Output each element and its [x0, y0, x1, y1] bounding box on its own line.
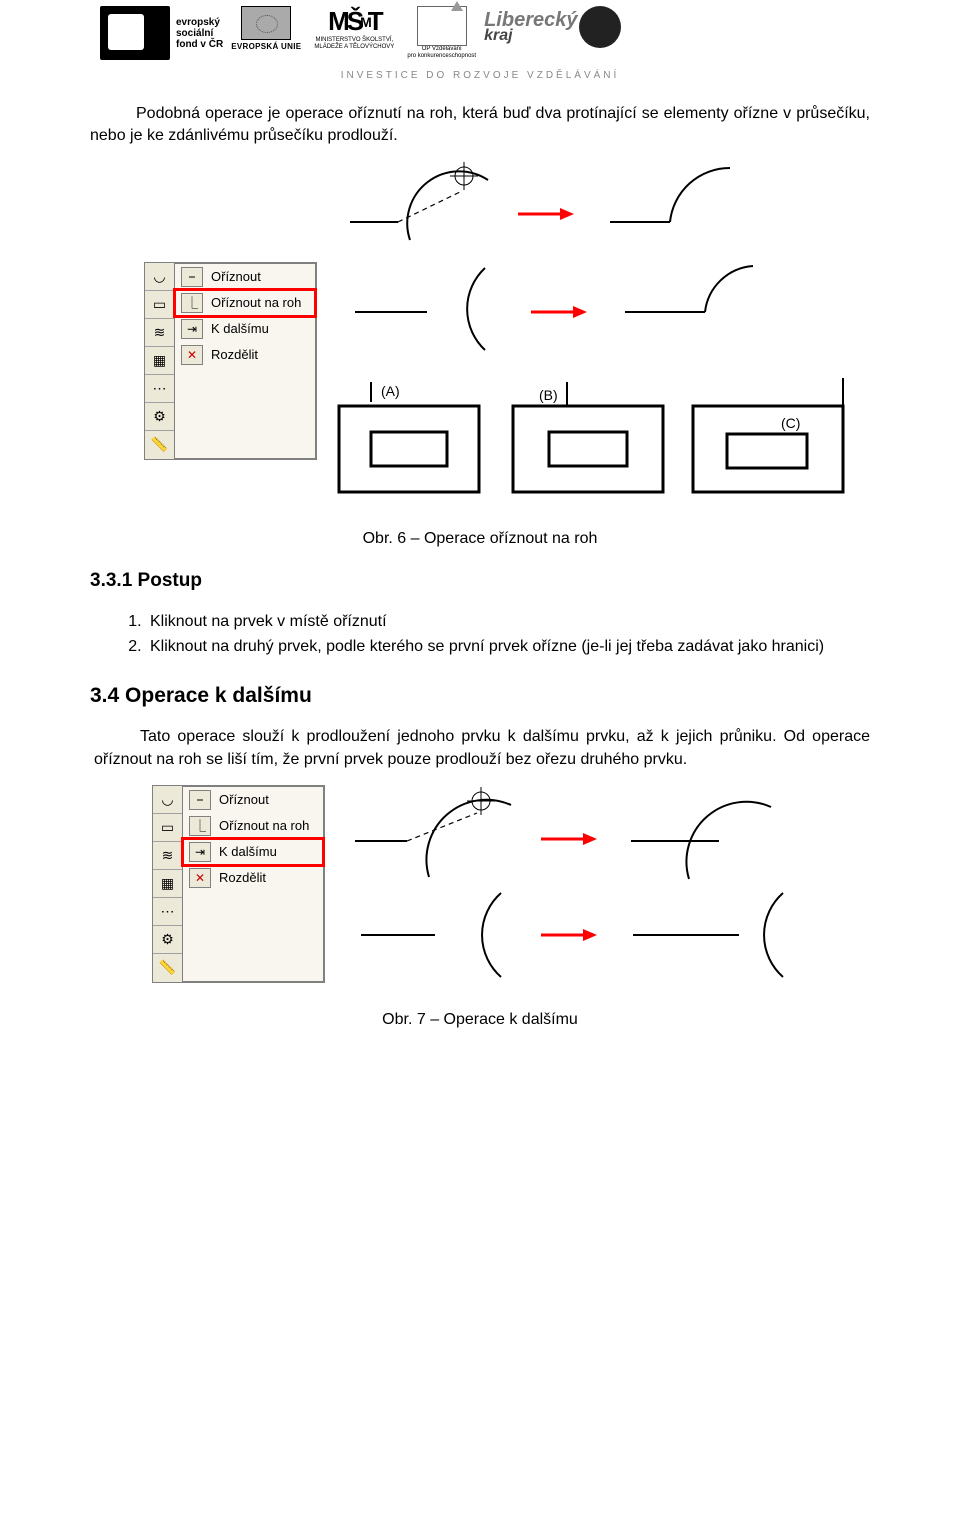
diagram-arc-trim-1 [350, 162, 850, 252]
figure-6-top-diagrams [350, 162, 870, 252]
trim-corner-icon: ⎿ [181, 293, 203, 313]
toolbar-btn-3[interactable]: ▦ [153, 870, 182, 898]
toolbar-btn-0[interactable]: ◡ [145, 263, 174, 291]
popup-label: Oříznout na roh [219, 818, 309, 833]
toolbar-btn-1[interactable]: ▭ [153, 814, 182, 842]
toolbar-btn-1[interactable]: ▭ [145, 291, 174, 319]
paragraph-1-text: Podobná operace je operace oříznutí na r… [90, 105, 870, 144]
popup-item-oriznout-na-roh[interactable]: ⎿ Oříznout na roh [183, 813, 323, 839]
paragraph-1: Podobná operace je operace oříznutí na r… [90, 103, 870, 148]
figure-6-toolbox-and-panel: ◡ ▭ ≋ ▦ ⋯ ⚙ 📏 ⎯ Oříznout ⎿ Oříznout na r [144, 262, 870, 504]
popup-item-oriznout[interactable]: ⎯ Oříznout [183, 787, 323, 813]
extend-icon: ⇥ [189, 842, 211, 862]
diagram-arc-trim-2 [335, 262, 835, 356]
toolbar-btn-5[interactable]: ⚙ [145, 403, 174, 431]
panel-label-A: (A) [381, 383, 400, 399]
toolbar-btn-6[interactable]: 📏 [153, 954, 182, 982]
popup-item-oriznout-na-roh[interactable]: ⎿ Oříznout na roh [175, 290, 315, 316]
paragraph-2-text: Tato operace slouží k prodloužení jednoh… [94, 728, 870, 767]
heading-operace-k-dalsimu: 3.4 Operace k dalšímu [90, 684, 870, 708]
step-2: Kliknout na druhý prvek, podle kterého s… [146, 635, 870, 658]
toolbar-btn-5[interactable]: ⚙ [153, 926, 182, 954]
msmt-logo: MŠMT [328, 6, 381, 37]
header-logos: evropský sociální fond v ČR EVROPSKÁ UNI… [100, 0, 870, 60]
op-caption: OP Vzdělávání pro konkurenceschopnost [407, 46, 476, 59]
toolbar-btn-4[interactable]: ⋯ [145, 375, 174, 403]
popup-label: Rozdělit [211, 347, 258, 362]
esf-logo [100, 6, 170, 60]
popup-label: Oříznout [219, 792, 269, 807]
popup-item-k-dalsimu[interactable]: ⇥ K dalšímu [183, 839, 323, 865]
diagram-panels-ABC: (A) (B) (C) [335, 374, 855, 504]
popup-label: Oříznout [211, 269, 261, 284]
toolbar-btn-6[interactable]: 📏 [145, 431, 174, 459]
liberecky-kraj-logo: Liberecký kraj [484, 6, 621, 48]
op-logo [417, 6, 467, 46]
popup-item-rozdelit[interactable]: ✕ Rozdělit [183, 865, 323, 891]
split-icon: ✕ [181, 345, 203, 365]
popup-menu: ⎯ Oříznout ⎿ Oříznout na roh ⇥ K dalšímu… [175, 263, 316, 459]
popup-item-oriznout[interactable]: ⎯ Oříznout [175, 264, 315, 290]
toolbar-btn-3[interactable]: ▦ [145, 347, 174, 375]
msmt-caption: MINISTERSTVO ŠKOLSTVÍ, MLÁDEŽE A TĚLOVÝC… [314, 37, 394, 50]
trim-icon: ⎯ [181, 267, 203, 287]
lk-bottom: kraj [484, 29, 577, 43]
diagram-extend-2 [343, 885, 843, 985]
heading-postup: 3.3.1 Postup [90, 570, 870, 592]
toolbar-btn-0[interactable]: ◡ [153, 786, 182, 814]
investice-tagline: INVESTICE DO ROZVOJE VZDĚLÁVÁNÍ [90, 70, 870, 81]
toolbar-btn-4[interactable]: ⋯ [153, 898, 182, 926]
toolbox-strip: ◡ ▭ ≋ ▦ ⋯ ⚙ 📏 [145, 263, 175, 459]
diagram-extend-1 [343, 785, 843, 885]
split-icon: ✕ [189, 868, 211, 888]
trim-icon: ⎯ [189, 790, 211, 810]
panel-label-C: (C) [781, 415, 800, 431]
toolbox-strip: ◡ ▭ ≋ ▦ ⋯ ⚙ 📏 [153, 786, 183, 982]
eu-flag [241, 6, 291, 40]
popup-label: K dalšímu [219, 844, 277, 859]
paragraph-2: Tato operace slouží k prodloužení jednoh… [94, 726, 870, 771]
popup-label: K dalšímu [211, 321, 269, 336]
popup-label: Rozdělit [219, 870, 266, 885]
extend-icon: ⇥ [181, 319, 203, 339]
toolbar-btn-2[interactable]: ≋ [145, 319, 174, 347]
toolbox-popup-2: ◡ ▭ ≋ ▦ ⋯ ⚙ 📏 ⎯ Oříznout ⎿ Oříznout na r [152, 785, 325, 983]
eu-caption: EVROPSKÁ UNIE [231, 42, 301, 51]
panel-label-B: (B) [539, 387, 558, 403]
esf-text: evropský sociální fond v ČR [176, 17, 223, 50]
figure-6-caption: Obr. 6 – Operace oříznout na roh [90, 530, 870, 548]
steps-list: Kliknout na prvek v místě oříznutí Klikn… [124, 610, 870, 658]
figure-7-caption: Obr. 7 – Operace k dalšímu [90, 1011, 870, 1029]
toolbar-btn-2[interactable]: ≋ [153, 842, 182, 870]
figure-7-block: ◡ ▭ ≋ ▦ ⋯ ⚙ 📏 ⎯ Oříznout ⎿ Oříznout na r [152, 785, 870, 985]
popup-label: Oříznout na roh [211, 295, 301, 310]
popup-item-k-dalsimu[interactable]: ⇥ K dalšímu [175, 316, 315, 342]
popup-item-rozdelit[interactable]: ✕ Rozdělit [175, 342, 315, 368]
trim-corner-icon: ⎿ [189, 816, 211, 836]
step-1: Kliknout na prvek v místě oříznutí [146, 610, 870, 633]
popup-menu: ⎯ Oříznout ⎿ Oříznout na roh ⇥ K dalšímu… [183, 786, 324, 982]
toolbox-popup-1: ◡ ▭ ≋ ▦ ⋯ ⚙ 📏 ⎯ Oříznout ⎿ Oříznout na r [144, 262, 317, 460]
